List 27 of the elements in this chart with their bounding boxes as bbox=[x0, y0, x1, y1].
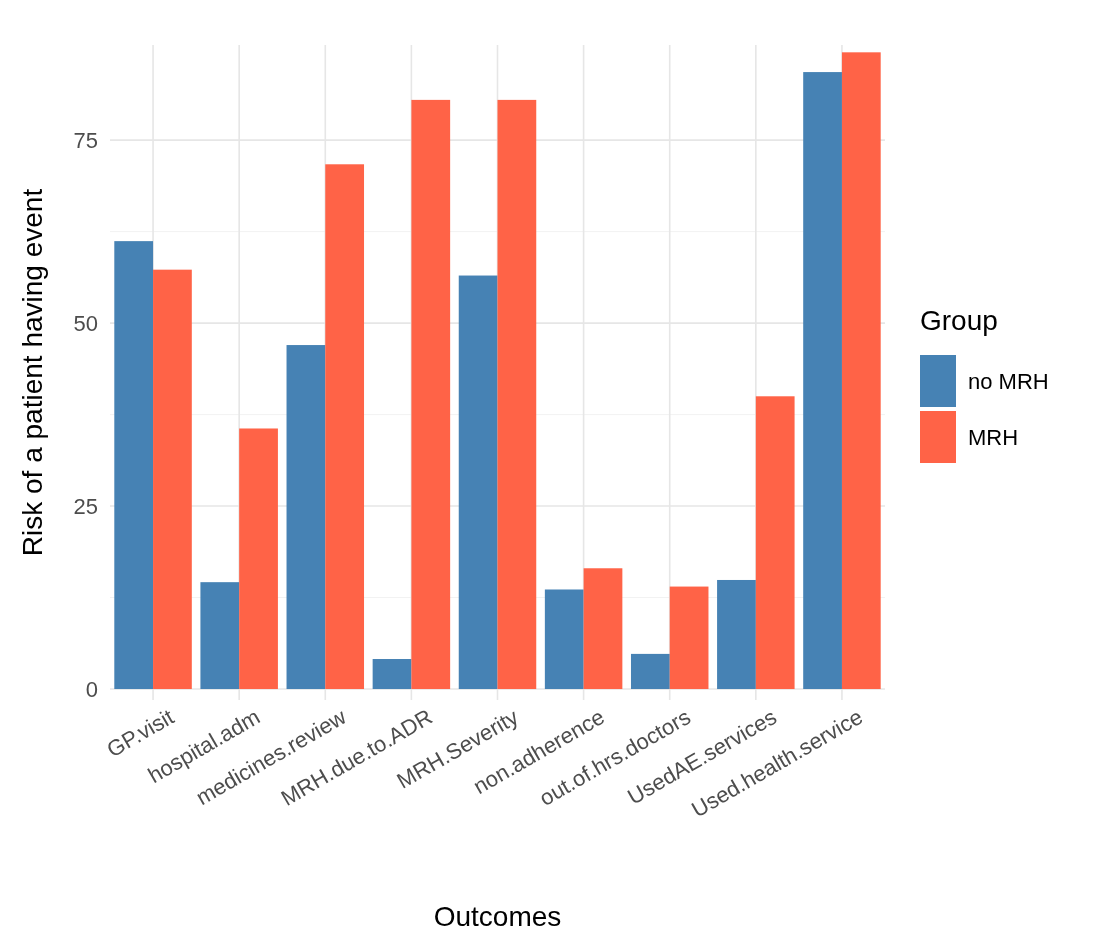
y-tick-label: 50 bbox=[73, 310, 98, 336]
legend-title: Group bbox=[920, 305, 998, 336]
y-tick-label: 0 bbox=[85, 676, 98, 702]
legend-label: no MRH bbox=[968, 368, 1049, 394]
y-tick-label: 75 bbox=[73, 127, 98, 153]
bar bbox=[669, 586, 709, 690]
bar bbox=[411, 99, 451, 690]
x-axis-title: Outcomes bbox=[433, 901, 562, 932]
y-axis-title: Risk of a patient having event bbox=[17, 188, 48, 557]
bar bbox=[497, 99, 537, 690]
legend-label: MRH bbox=[968, 424, 1019, 450]
bar bbox=[458, 275, 498, 690]
bar bbox=[239, 428, 278, 690]
bar bbox=[803, 72, 842, 690]
bar bbox=[200, 582, 240, 690]
bar bbox=[153, 269, 192, 690]
bar bbox=[325, 164, 365, 690]
bar bbox=[114, 241, 154, 690]
bar bbox=[372, 659, 412, 690]
bar bbox=[286, 345, 326, 690]
bar bbox=[544, 589, 584, 690]
bar bbox=[717, 579, 756, 690]
bar bbox=[755, 396, 795, 690]
bar bbox=[841, 52, 881, 690]
bar bbox=[583, 568, 623, 690]
y-tick-label: 25 bbox=[73, 493, 98, 519]
bar bbox=[630, 653, 670, 690]
